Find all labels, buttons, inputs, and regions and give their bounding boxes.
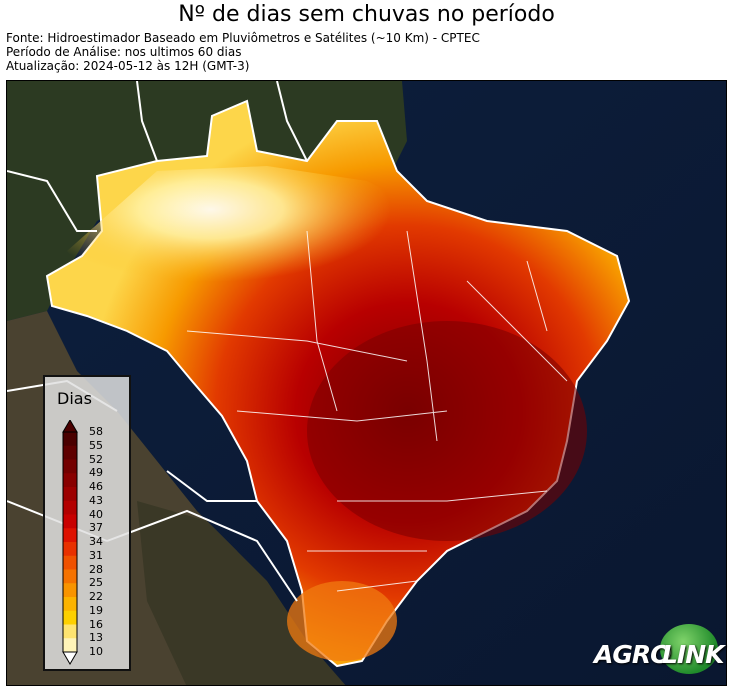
legend-tick-label: 37	[89, 521, 103, 535]
legend-arrow-bottom	[62, 651, 78, 665]
legend-tick-label: 46	[89, 480, 103, 493]
period-text: Período de Análise: nos ultimos 60 dias	[6, 45, 242, 59]
legend-color-swatch	[63, 473, 77, 488]
update-text: Atualização: 2024-05-12 às 12H (GMT-3)	[6, 59, 250, 73]
north-dry-zone	[67, 166, 427, 311]
logo-text-link: LINK	[662, 640, 725, 669]
logo-text-agro: AGRO	[594, 640, 671, 669]
legend-color-swatch	[63, 638, 77, 653]
legend-color-swatch	[63, 500, 77, 515]
legend-color-swatch	[63, 528, 77, 543]
legend-color-swatch	[63, 597, 77, 612]
agrolink-logo: AGRO LINK	[594, 624, 725, 676]
map-title: Nº de dias sem chuvas no período	[178, 2, 555, 27]
south-lighter-zone	[287, 581, 397, 661]
legend-color-swatch	[63, 432, 77, 447]
legend-tick-label: 40	[89, 507, 103, 521]
legend-color-swatch	[63, 555, 77, 570]
legend-tick-label: 25	[89, 576, 103, 590]
legend-tick-label: 31	[89, 548, 103, 562]
legend-color-swatch	[63, 610, 77, 625]
legend-title: Dias	[57, 389, 92, 408]
source-text: Fonte: Hidroestimador Baseado em Pluviôm…	[6, 31, 480, 45]
legend-color-swatch	[63, 445, 77, 460]
legend-arrow-top	[62, 420, 78, 433]
legend-color-swatch	[63, 514, 77, 529]
legend-tick-label: 28	[89, 562, 103, 576]
legend-tick-label: 22	[89, 590, 103, 603]
legend-color-swatch	[63, 487, 77, 502]
legend-tick-label: 52	[89, 452, 103, 466]
legend-color-swatch	[63, 542, 77, 557]
legend-tick-label: 58	[89, 425, 103, 438]
legend-colorbar	[62, 420, 78, 665]
legend: Dias 58 55 52 49 46 43 40 37 34 31 28 25 22 19 16 13 10	[43, 375, 131, 671]
logo-circle	[660, 624, 718, 674]
legend-color-swatch	[63, 459, 77, 474]
legend-color-swatch	[63, 624, 77, 639]
legend-tick-label: 13	[89, 631, 103, 645]
legend-color-swatch	[63, 583, 77, 598]
core-high-days	[307, 321, 587, 541]
legend-tick-label: 49	[89, 466, 103, 480]
legend-tick-label: 34	[89, 535, 103, 548]
legend-tick-label: 16	[89, 617, 103, 631]
legend-tick-label: 55	[89, 438, 103, 452]
legend-tick-label: 19	[89, 603, 103, 617]
legend-tick-label: 10	[89, 645, 103, 658]
legend-color-swatch	[63, 569, 77, 584]
state-borders	[186, 230, 568, 592]
legend-tick-label: 43	[89, 493, 103, 507]
country-borders	[7, 81, 308, 602]
